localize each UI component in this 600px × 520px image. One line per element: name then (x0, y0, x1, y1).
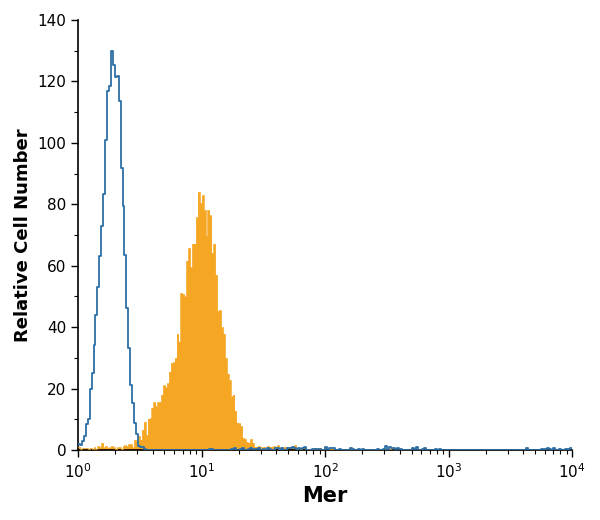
Y-axis label: Relative Cell Number: Relative Cell Number (14, 128, 32, 342)
X-axis label: Mer: Mer (302, 486, 348, 506)
